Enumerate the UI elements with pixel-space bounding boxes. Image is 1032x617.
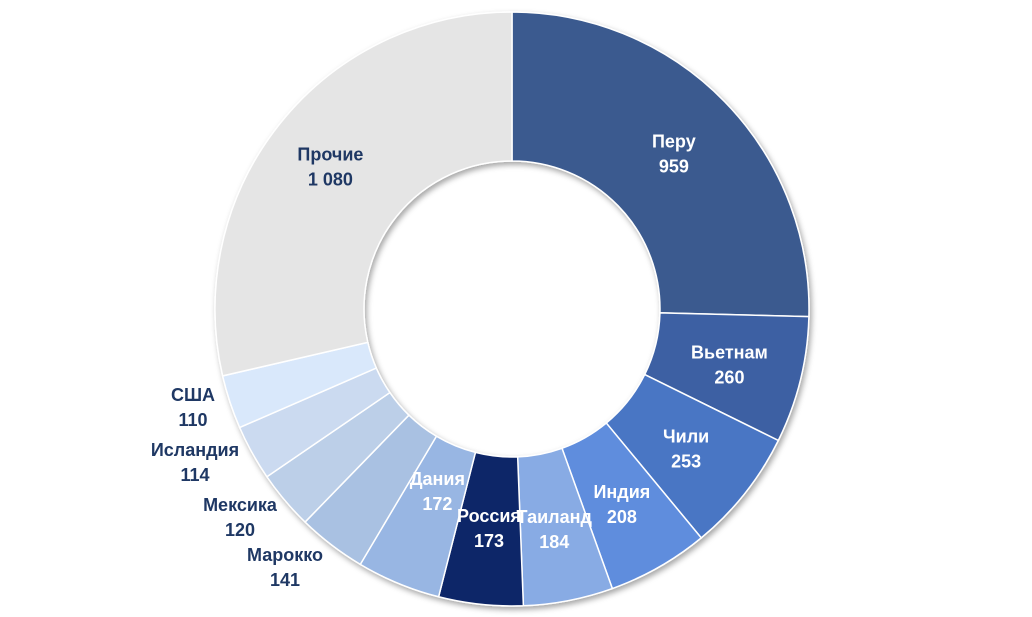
slice-category-1: Перу — [652, 131, 696, 151]
slice-value-9: 120 — [225, 520, 255, 540]
slice-category-9: Мексика — [203, 495, 278, 515]
slice-label-11: США 110 — [171, 385, 215, 430]
slice-value-5: 184 — [539, 532, 569, 552]
donut-labels: Перу 959 Вьетнам 260 Чили 253 Индия 208 Таиланд 1… — [151, 131, 768, 590]
slice-category-11: США — [171, 385, 215, 405]
slice-value-8: 141 — [270, 570, 300, 590]
slice-label-7: Дания 172 — [410, 469, 465, 514]
slice-value-7: 172 — [422, 494, 452, 514]
slice-value-11: 110 — [178, 410, 207, 430]
slice-value-12: 1 080 — [308, 170, 353, 190]
slice-label-1: Перу 959 — [652, 131, 696, 176]
slice-category-2: Вьетнам — [691, 343, 768, 363]
slice-category-5: Таиланд — [517, 507, 593, 527]
donut-segments — [214, 11, 810, 607]
slice-value-1: 959 — [659, 156, 689, 176]
slice-label-8: Марокко 141 — [247, 545, 323, 590]
slice-category-4: Индия — [593, 482, 650, 502]
slice-value-4: 208 — [607, 507, 637, 527]
slice-category-10: Исландия — [151, 440, 239, 460]
slice-category-6: Россия — [457, 506, 521, 526]
slice-value-2: 260 — [714, 368, 744, 388]
slice-category-7: Дания — [410, 469, 465, 489]
slice-value-10: 114 — [180, 465, 209, 485]
slice-category-3: Чили — [663, 427, 709, 447]
slice-category-12: Прочие — [297, 145, 363, 165]
slice-label-10: Исландия 114 — [151, 440, 239, 485]
slice-category-8: Марокко — [247, 545, 323, 565]
slice-value-6: 173 — [474, 531, 504, 551]
slice-label-4: Индия 208 — [593, 482, 650, 527]
slice-label-12: Прочие 1 080 — [297, 145, 363, 190]
slice-label-3: Чили 253 — [663, 427, 709, 472]
slice-label-6: Россия 173 — [457, 506, 521, 551]
slice-value-3: 253 — [671, 452, 701, 472]
donut-slice-1 — [511, 11, 810, 318]
slice-label-2: Вьетнам 260 — [691, 343, 768, 388]
slice-label-9: Мексика 120 — [203, 495, 278, 540]
donut-slice-12 — [214, 11, 513, 377]
slice-label-5: Таиланд 184 — [517, 507, 593, 552]
